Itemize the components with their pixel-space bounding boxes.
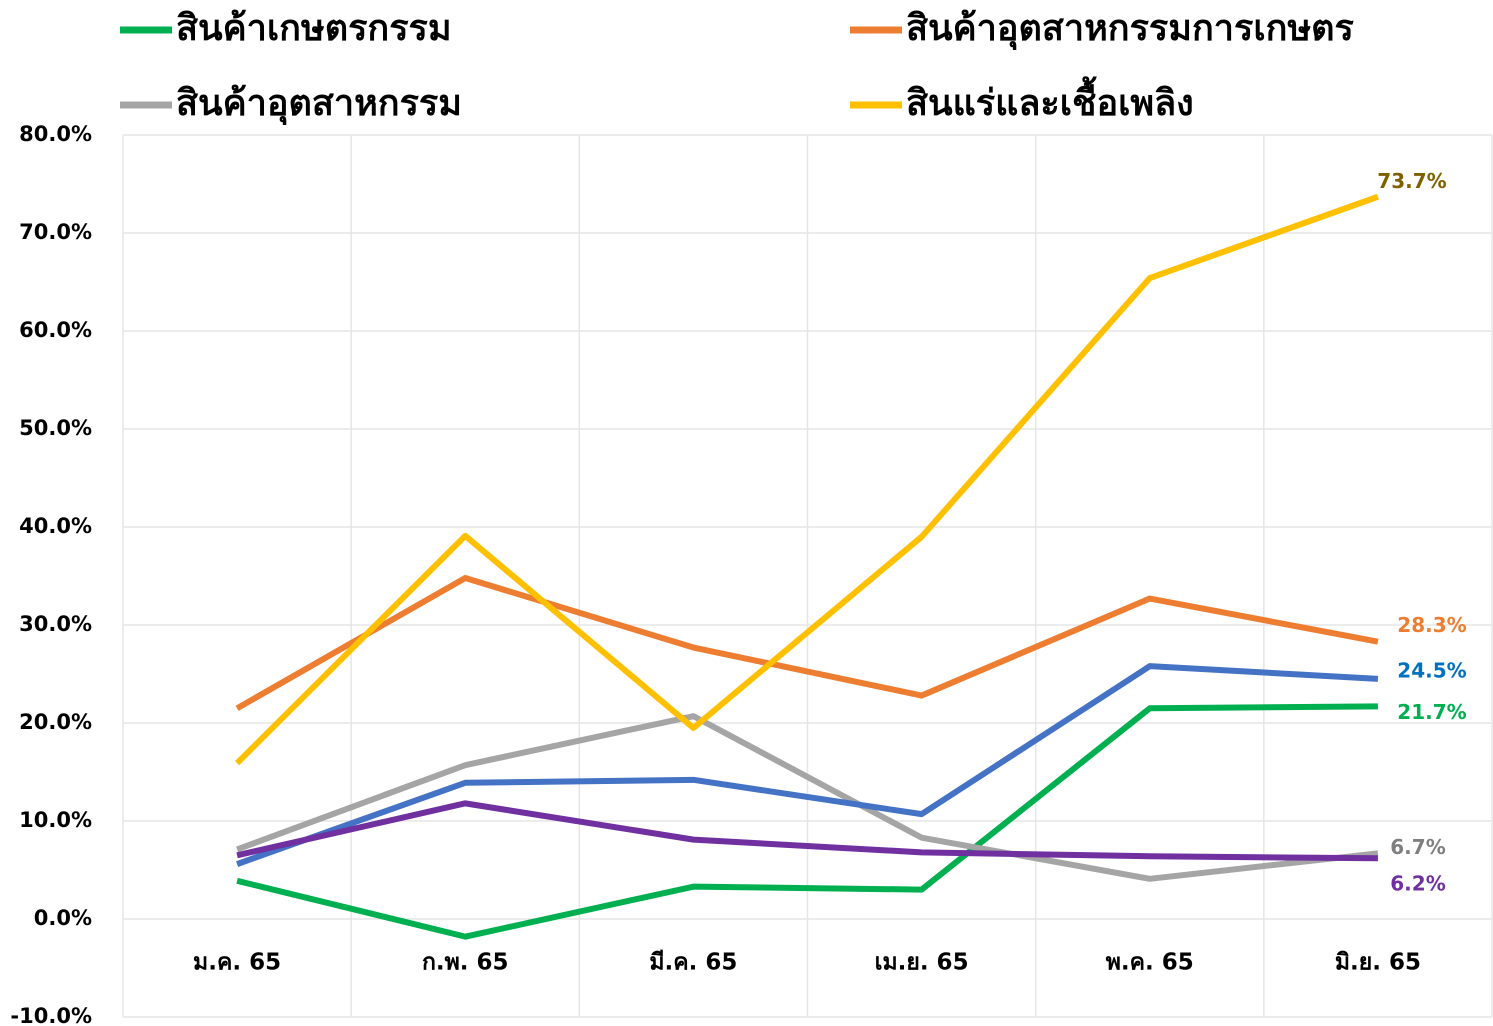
legend-label: สินแร่และเชื้อเพลิง [906, 76, 1194, 124]
x-tick-label: ม.ค. 65 [193, 950, 281, 976]
data-label: 21.7% [1397, 700, 1466, 724]
y-tick-label: 0.0% [34, 906, 92, 930]
data-label: 6.2% [1390, 872, 1445, 896]
y-tick-label: 40.0% [19, 514, 92, 538]
y-tick-label: 10.0% [19, 808, 92, 832]
y-tick-label: 60.0% [19, 318, 92, 342]
x-tick-label: ก.พ. 65 [422, 950, 509, 976]
series-line [236, 800, 1378, 862]
data-label: 24.5% [1397, 658, 1466, 682]
data-label: 28.3% [1397, 613, 1466, 637]
x-tick-label: มี.ค. 65 [649, 950, 737, 976]
y-tick-label: 50.0% [19, 416, 92, 440]
x-tick-label: เม.ย. 65 [875, 950, 969, 976]
series-line [234, 193, 1379, 766]
y-tick-label: 30.0% [19, 612, 92, 636]
data-label: 6.7% [1390, 835, 1445, 859]
series-line [236, 713, 1379, 882]
series-line [236, 663, 1379, 867]
legend-label: สินค้าอุตสาหกรรมการเกษตร [906, 8, 1355, 51]
y-tick-label: 70.0% [19, 220, 92, 244]
data-label: 73.7% [1377, 169, 1446, 193]
x-tick-label: พ.ค. 65 [1106, 950, 1194, 976]
x-tick-label: มิ.ย. 65 [1335, 950, 1421, 976]
legend-label: สินค้าเกษตรกรรม [176, 8, 452, 49]
y-tick-label: -10.0% [10, 1004, 92, 1026]
y-tick-label: 80.0% [19, 122, 92, 146]
series-line [236, 703, 1378, 940]
series-line [235, 574, 1379, 711]
legend-label: สินค้าอุตสาหกรรม [176, 83, 462, 126]
y-tick-label: 20.0% [19, 710, 92, 734]
